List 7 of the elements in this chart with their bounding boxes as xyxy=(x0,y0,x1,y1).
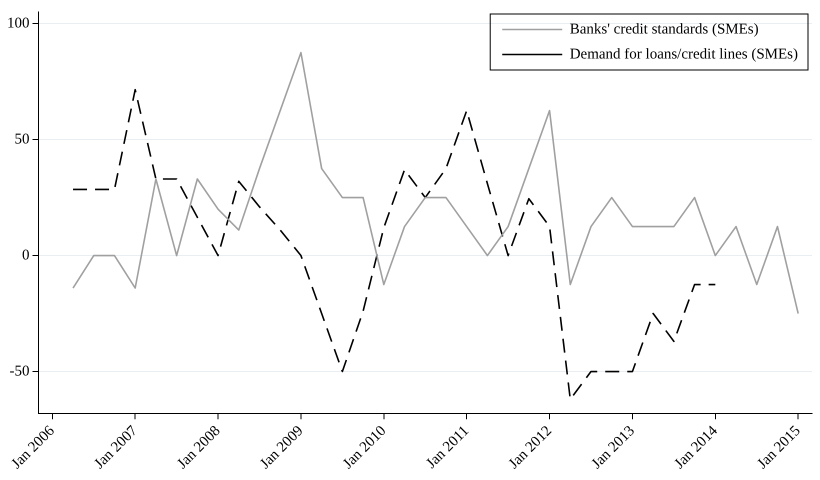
y-tick-label: -50 xyxy=(10,363,30,380)
y-tick-label: 0 xyxy=(22,247,30,264)
x-tick-label: Jan 2011 xyxy=(423,422,472,472)
legend-label: Banks' credit standards (SMEs) xyxy=(570,21,759,38)
y-tick-label: 100 xyxy=(7,16,30,32)
y-tick-label: 50 xyxy=(14,132,30,148)
legend-label: Demand for loans/credit lines (SMEs) xyxy=(570,46,798,62)
